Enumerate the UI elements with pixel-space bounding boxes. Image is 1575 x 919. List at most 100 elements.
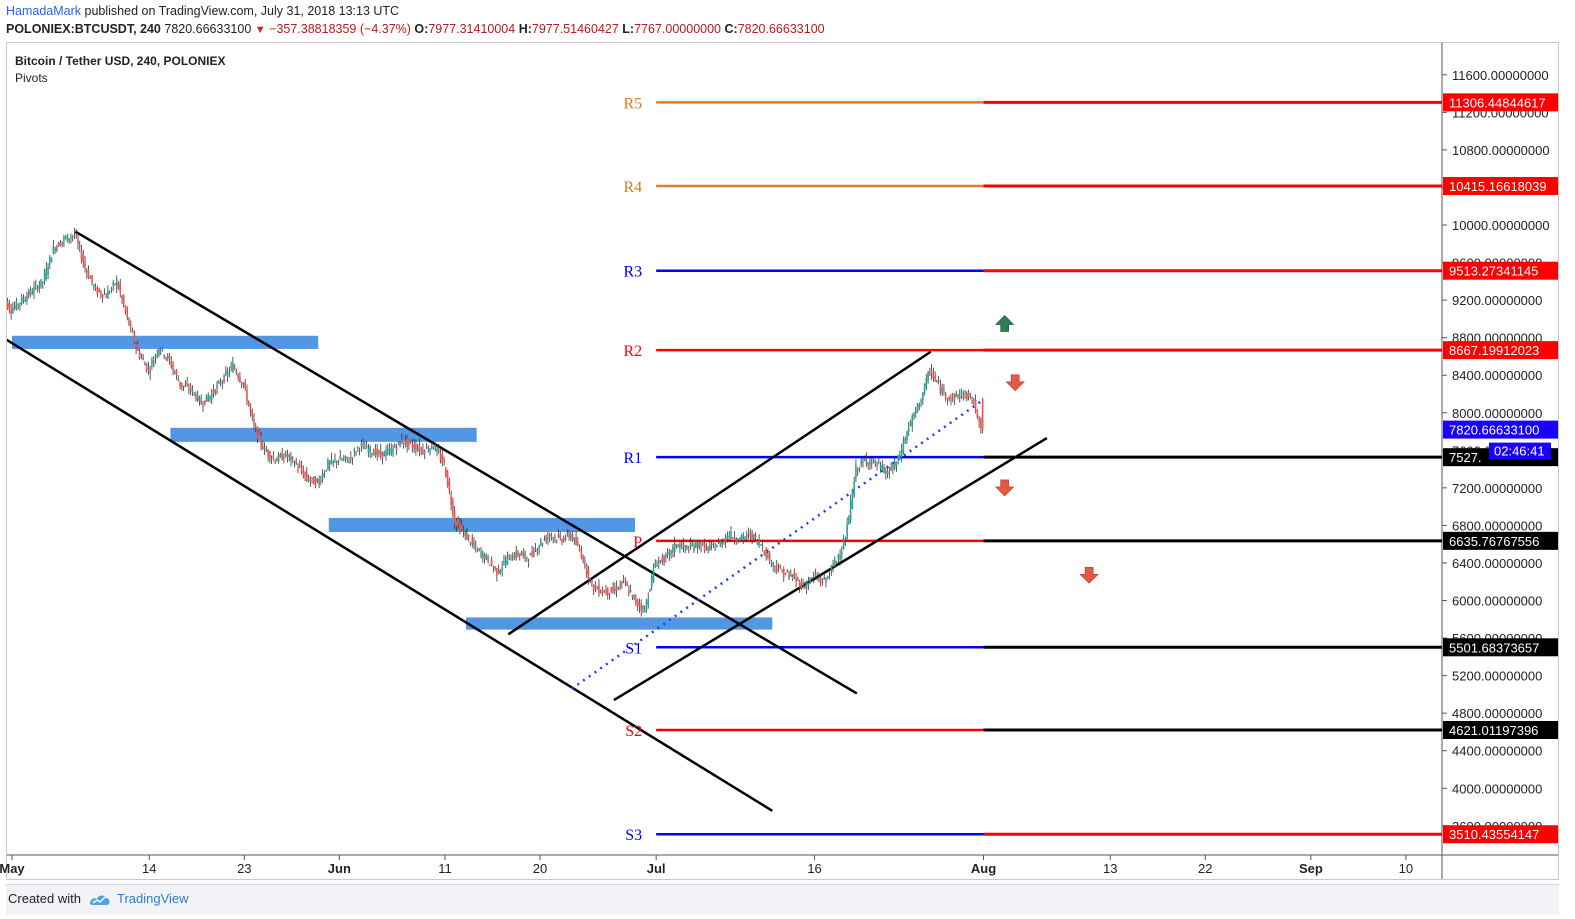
candle-body — [86, 271, 88, 273]
candle-body — [953, 394, 956, 401]
candle-body — [253, 419, 255, 425]
candle-body — [559, 534, 562, 539]
publisher-link[interactable]: HamadaMark — [6, 4, 82, 18]
candle-body — [913, 413, 915, 417]
candle-body — [754, 535, 757, 538]
candle — [918, 402, 921, 411]
candle-body — [782, 568, 785, 578]
candle-body — [890, 467, 892, 470]
candle-body — [923, 383, 926, 395]
candle-body — [876, 464, 878, 466]
candle-body — [233, 366, 236, 370]
candle — [91, 274, 93, 286]
candle-body — [557, 534, 560, 538]
candle-body — [865, 458, 868, 464]
candle-body — [589, 579, 591, 581]
candle — [408, 439, 410, 451]
candle-body — [364, 447, 366, 450]
candle-body — [346, 456, 349, 459]
candle-body — [922, 392, 924, 401]
candle-body — [328, 461, 331, 465]
candle-body — [490, 558, 493, 566]
candle-body — [357, 447, 359, 449]
candle — [293, 460, 296, 468]
candle-body — [216, 384, 218, 390]
candle-body — [900, 450, 903, 457]
candle — [816, 572, 818, 581]
y-tick-label: 10800.00000000 — [1452, 143, 1550, 158]
candle — [335, 460, 338, 469]
candle — [844, 536, 847, 546]
candle — [804, 581, 806, 590]
candle-body — [378, 451, 380, 454]
candle — [781, 568, 783, 573]
candle — [932, 367, 935, 382]
candle — [893, 455, 896, 471]
candle — [922, 392, 924, 406]
candle — [652, 563, 655, 584]
y-tick-label: 4400.00000000 — [1452, 744, 1542, 759]
candle — [869, 455, 871, 471]
candle — [121, 294, 123, 305]
candle — [140, 353, 143, 360]
candle — [59, 240, 62, 247]
candle-body — [856, 468, 859, 471]
candle — [288, 453, 290, 462]
candle-body — [29, 289, 32, 295]
candle-body — [108, 292, 111, 294]
legend-indicator: Pivots — [15, 71, 48, 85]
candle — [61, 241, 63, 248]
candle-body — [826, 576, 829, 578]
candle — [137, 340, 139, 352]
x-tick-label: Jul — [647, 861, 666, 876]
candle — [12, 302, 14, 314]
candle-body — [210, 393, 213, 400]
candle-body — [133, 332, 136, 343]
candle — [459, 517, 461, 535]
arrow-down-icon — [1079, 566, 1099, 584]
tradingview-link[interactable]: TradingView — [117, 891, 189, 906]
candle — [258, 428, 261, 435]
candle — [958, 389, 961, 403]
candle-body — [635, 598, 637, 604]
candle — [168, 353, 171, 365]
candle-body — [8, 303, 11, 311]
candle — [879, 461, 882, 473]
candle-body — [395, 447, 398, 450]
candle — [643, 605, 646, 613]
candle-body — [36, 287, 39, 291]
candle-body — [643, 609, 646, 613]
candle — [566, 529, 569, 537]
candle-body — [920, 400, 922, 402]
candle — [677, 544, 679, 548]
candle — [615, 580, 618, 598]
candle-body — [110, 288, 113, 290]
candle-body — [26, 296, 28, 301]
candle — [131, 327, 134, 333]
candle — [101, 294, 104, 303]
candle-body — [225, 371, 227, 375]
candle-body — [981, 398, 984, 430]
candle-body — [633, 594, 635, 599]
candle-body — [628, 590, 630, 594]
candle-body — [325, 469, 327, 471]
candle-body — [38, 285, 41, 289]
candle — [209, 395, 211, 403]
candle-body — [112, 282, 114, 286]
candle-body — [337, 460, 340, 463]
candle-body — [617, 588, 620, 590]
candle-body — [906, 431, 908, 441]
candle — [633, 594, 635, 601]
candle — [784, 572, 787, 576]
candle — [105, 292, 107, 298]
candle-body — [270, 458, 273, 460]
candle — [665, 552, 667, 563]
candle — [555, 539, 558, 544]
candle — [332, 460, 334, 467]
candle-body — [34, 284, 37, 286]
candle — [758, 534, 760, 548]
candle-body — [798, 580, 801, 588]
candle — [962, 390, 965, 401]
candle — [501, 561, 503, 577]
